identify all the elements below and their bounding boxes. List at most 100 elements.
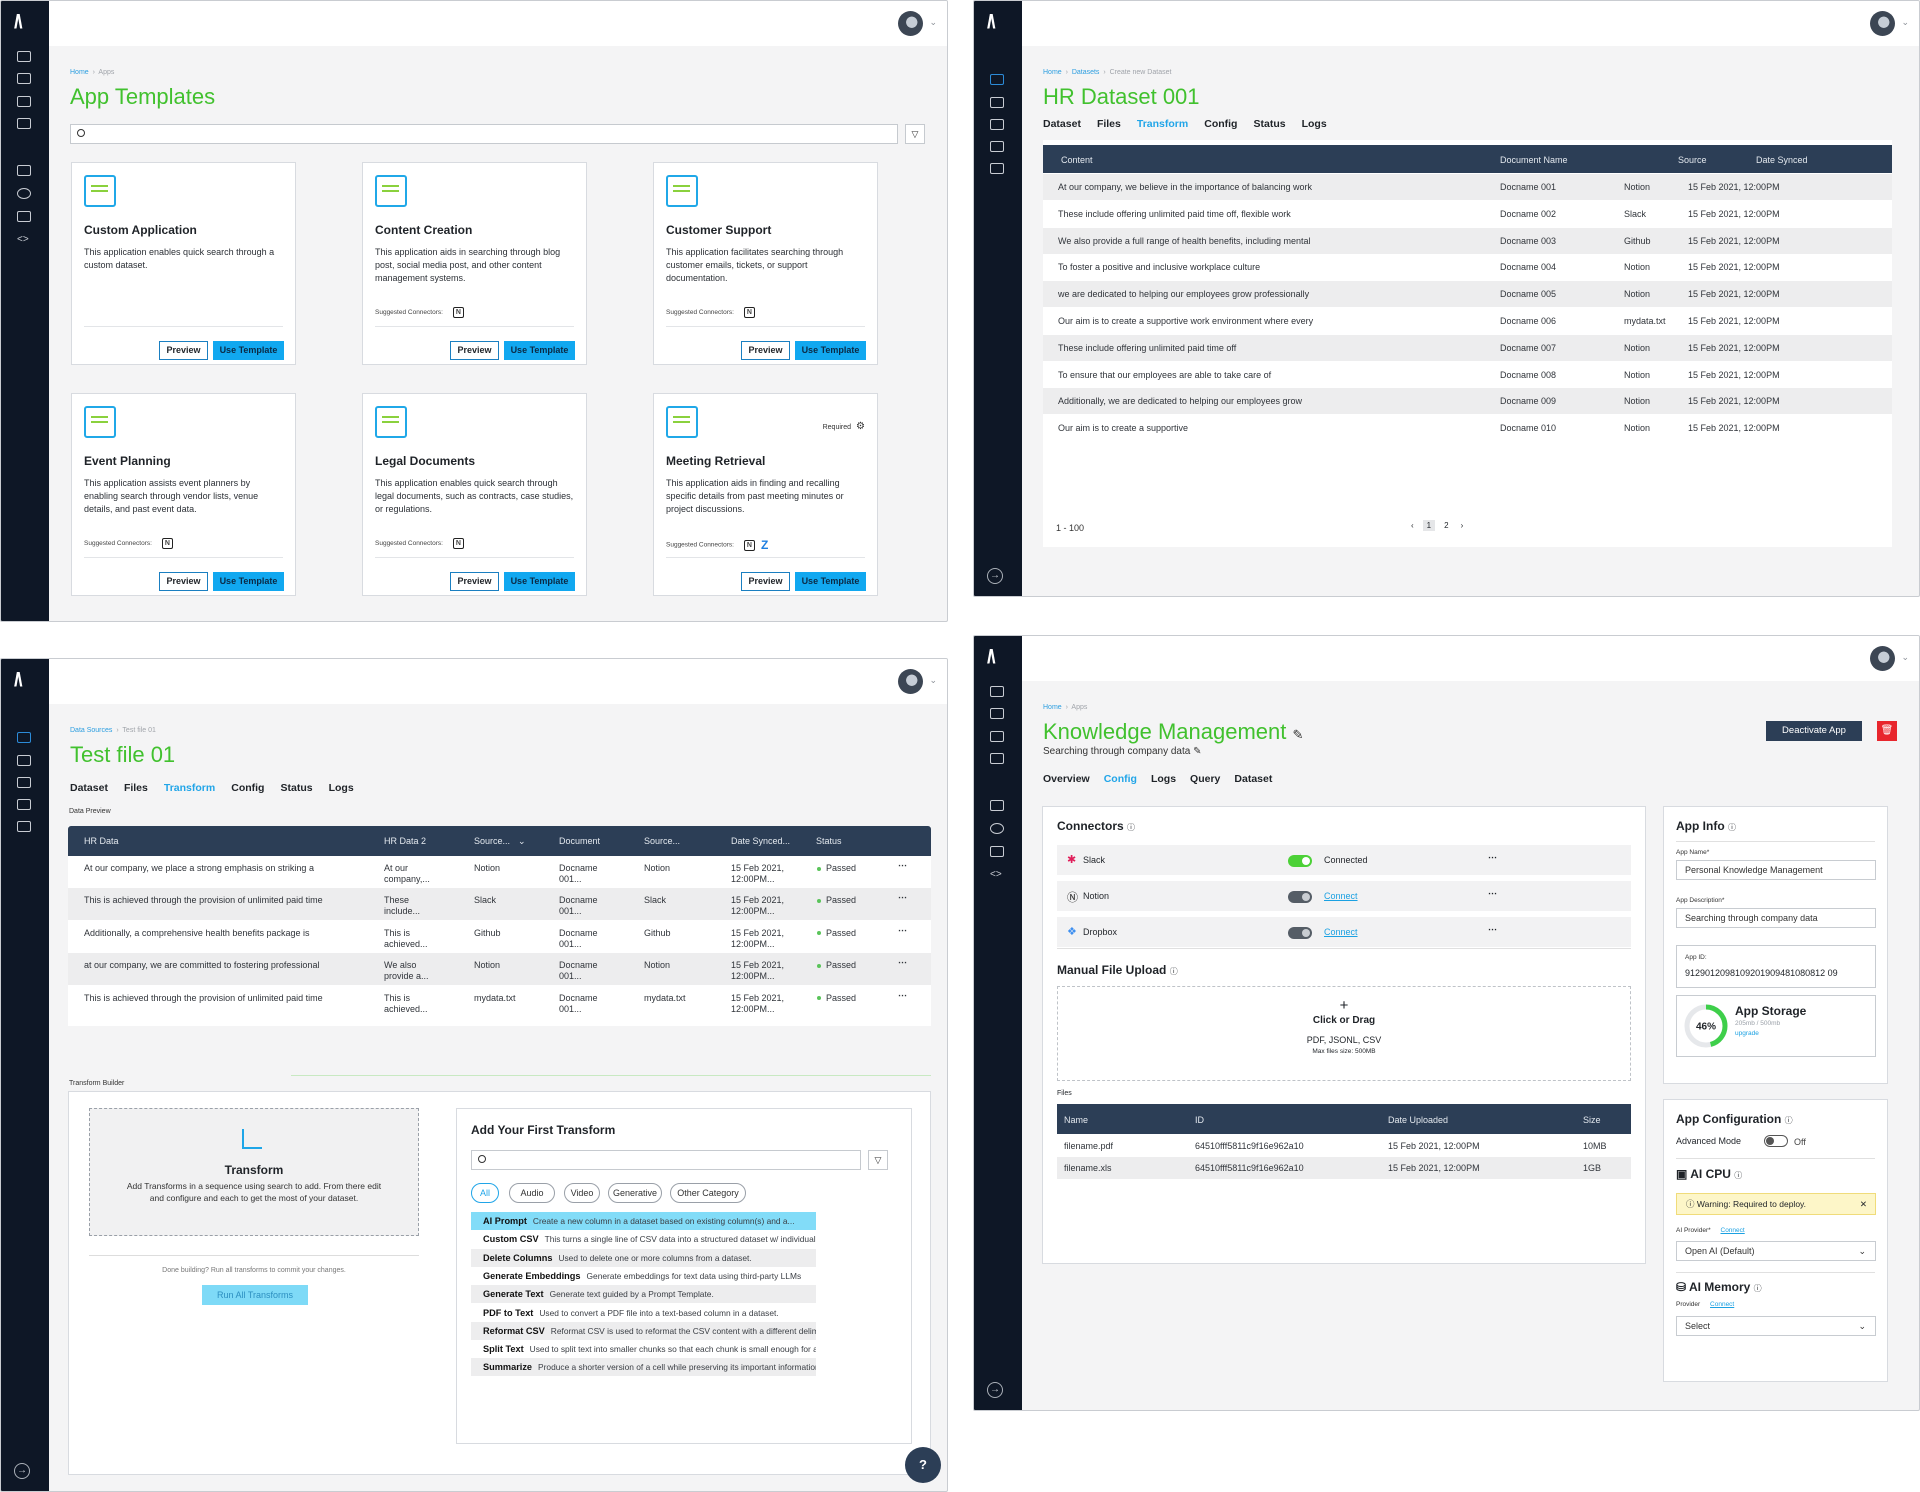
chevron-down-icon[interactable]: ⌄ [1901, 652, 1909, 662]
users-icon[interactable] [990, 119, 1004, 130]
card-icon[interactable] [990, 800, 1004, 811]
page-link[interactable]: 2 [1444, 521, 1449, 530]
preview-button[interactable]: Preview [450, 341, 499, 360]
chip-video[interactable]: Video [564, 1183, 600, 1203]
transform-item[interactable]: PDF to Text Used to convert a PDF file in… [471, 1304, 816, 1322]
chevron-down-icon[interactable]: ⌄ [518, 836, 526, 846]
more-options-icon[interactable]: ⋯ [898, 924, 908, 935]
col-hr-data-2[interactable]: HR Data 2 [384, 836, 427, 846]
tab-logs[interactable]: Logs [1301, 118, 1327, 130]
col-size[interactable]: Size [1583, 1115, 1601, 1125]
collapse-icon[interactable]: → [987, 568, 1003, 584]
connector-toggle[interactable] [1288, 927, 1312, 939]
col-name[interactable]: Name [1064, 1115, 1089, 1125]
edit-icon[interactable]: ✎ [1193, 746, 1202, 757]
transform-item[interactable]: Generate Embeddings Generate embeddings f… [471, 1267, 816, 1285]
table-row[interactable]: These include offering unlimited paid ti… [1043, 200, 1892, 227]
more-options-icon[interactable]: ⋯ [1488, 924, 1498, 934]
table-row[interactable]: This is achieved through the provision o… [68, 985, 931, 1018]
breadcrumb-data-sources[interactable]: Data Sources [70, 727, 113, 734]
col-id[interactable]: ID [1195, 1115, 1204, 1125]
notion-icon[interactable] [17, 732, 31, 743]
table-row[interactable]: Our aim is to create a supportive work e… [1043, 308, 1892, 334]
breadcrumb-home[interactable]: Home [70, 69, 89, 76]
collapse-icon[interactable]: → [14, 1463, 30, 1479]
col-document-name[interactable]: Document Name [1500, 155, 1568, 165]
chevron-down-icon[interactable]: ⌄ [929, 675, 937, 685]
tab-status[interactable]: Status [280, 782, 313, 794]
app-desc-input[interactable]: Searching through company data [1676, 908, 1876, 928]
more-options-icon[interactable]: ⋯ [898, 860, 908, 870]
tab-config[interactable]: Config [1204, 118, 1238, 130]
transform-search-input[interactable] [471, 1150, 861, 1170]
tab-logs[interactable]: Logs [1150, 773, 1177, 785]
chip-audio[interactable]: Audio [509, 1183, 555, 1203]
code-icon[interactable]: <> [17, 234, 29, 245]
connector-toggle[interactable] [1288, 891, 1312, 903]
tab-overview[interactable]: Overview [1043, 773, 1090, 785]
chip-generative[interactable]: Generative [608, 1183, 662, 1203]
collapse-icon[interactable]: → [987, 1382, 1003, 1398]
chevron-down-icon[interactable]: ⌄ [929, 17, 937, 27]
tab-transform[interactable]: Transform [163, 782, 216, 794]
user-avatar[interactable] [898, 669, 923, 694]
more-options-icon[interactable]: ⋯ [898, 957, 908, 968]
more-options-icon[interactable]: ⋯ [898, 989, 908, 1000]
connector-toggle[interactable] [1288, 855, 1312, 867]
deactivate-app-button[interactable]: Deactivate App [1766, 721, 1862, 741]
app-name-input[interactable]: Personal Knowledge Management [1676, 860, 1876, 880]
transform-item[interactable]: Delete Columns Used to delete one or more… [471, 1248, 816, 1267]
apps-icon[interactable] [17, 73, 31, 84]
page-link[interactable]: › [1460, 521, 1464, 530]
help-button[interactable]: ? [905, 1447, 941, 1483]
transform-item[interactable]: Custom CSV This turns a single line of CS… [471, 1230, 816, 1248]
edit-icon[interactable]: ✎ [1292, 727, 1304, 742]
transform-item[interactable]: Split Text Used to split text into smalle… [471, 1340, 816, 1358]
preview-button[interactable]: Preview [159, 341, 208, 360]
more-options-icon[interactable]: ⋯ [1488, 888, 1498, 898]
use-template-button[interactable]: Use Template [213, 572, 284, 591]
users-icon[interactable] [17, 777, 31, 788]
transform-dropzone[interactable]: Transform Add Transforms in a sequence u… [89, 1108, 419, 1236]
use-template-button[interactable]: Use Template [213, 341, 284, 360]
transform-item[interactable]: Generate Text Generate text guided by a P… [471, 1285, 816, 1304]
table-row[interactable]: To ensure that our employees are able to… [1043, 361, 1892, 388]
use-template-button[interactable]: Use Template [504, 572, 575, 591]
advanced-mode-toggle[interactable] [1764, 1135, 1788, 1147]
page-link[interactable]: 1 [1422, 520, 1436, 531]
page-link[interactable]: ‹ [1411, 521, 1414, 530]
users-icon[interactable] [17, 118, 31, 129]
preview-button[interactable]: Preview [741, 341, 790, 360]
use-template-button[interactable]: Use Template [795, 341, 866, 360]
tab-transform[interactable]: Transform [1136, 118, 1189, 130]
ai-provider-connect-link[interactable]: Connect [1720, 1227, 1745, 1234]
upload-dropzone[interactable]: + Click or Drag PDF, JSONL, CSV Max file… [1057, 986, 1631, 1081]
tab-files[interactable]: Files [1096, 118, 1121, 130]
table-row[interactable]: At our company, we place a strong emphas… [68, 856, 931, 888]
file-row[interactable]: filename.pdf 64510fff5811c9f16e962a10 15 F… [1057, 1135, 1631, 1157]
preview-button[interactable]: Preview [450, 572, 499, 591]
memory-connect-link[interactable]: Connect [1710, 1301, 1735, 1308]
filter-button[interactable]: ▽ [868, 1150, 888, 1170]
run-all-transforms-button[interactable]: Run All Transforms [202, 1285, 308, 1305]
users-icon[interactable] [990, 753, 1004, 764]
notion-icon[interactable] [990, 74, 1004, 85]
stack-icon[interactable] [17, 96, 31, 107]
billing-icon[interactable] [17, 188, 31, 199]
connect-link[interactable]: Connect [1324, 927, 1358, 937]
user-avatar[interactable] [1870, 646, 1895, 671]
slack-icon[interactable] [990, 97, 1004, 108]
tab-config[interactable]: Config [231, 782, 265, 794]
apps-icon[interactable] [990, 708, 1004, 719]
table-row[interactable]: To foster a positive and inclusive workp… [1043, 254, 1892, 281]
storage-icon[interactable] [990, 163, 1004, 174]
table-row[interactable]: Our aim is to create a supportive Docname… [1043, 415, 1892, 442]
connect-link[interactable]: Connect [1324, 891, 1358, 901]
table-row[interactable]: At our company, we believe in the import… [1043, 174, 1892, 200]
table-row[interactable]: at our company, we are committed to fost… [68, 953, 931, 986]
storage-upgrade-link[interactable]: upgrade [1735, 1030, 1759, 1037]
table-row[interactable]: Additionally, a comprehensive health ben… [68, 920, 931, 953]
tab-dataset[interactable]: Dataset [70, 782, 108, 794]
col-source-1[interactable]: Source... ⌄ [474, 836, 526, 846]
table-row[interactable]: Additionally, we are dedicated to helpin… [1043, 388, 1892, 415]
